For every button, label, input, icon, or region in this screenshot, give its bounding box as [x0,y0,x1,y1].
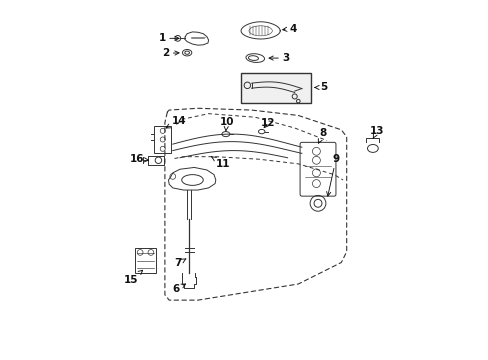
Bar [154,126,171,153]
Bar [135,248,156,273]
Bar [241,73,310,103]
Text: 3: 3 [268,53,289,63]
Text: 12: 12 [260,118,274,128]
Text: 9: 9 [326,154,339,196]
Text: 5: 5 [314,82,326,93]
Text: 2: 2 [162,48,179,58]
Text: 6: 6 [172,284,185,294]
Text: 10: 10 [219,117,233,131]
Text: 16: 16 [129,154,148,164]
Text: 11: 11 [211,157,230,169]
Text: 14: 14 [166,116,186,128]
Text: 1: 1 [158,33,179,43]
Text: 13: 13 [369,126,384,138]
Text: 8: 8 [318,128,326,143]
Text: 15: 15 [124,270,142,285]
Text: 4: 4 [282,24,296,34]
Text: 7: 7 [174,258,185,268]
